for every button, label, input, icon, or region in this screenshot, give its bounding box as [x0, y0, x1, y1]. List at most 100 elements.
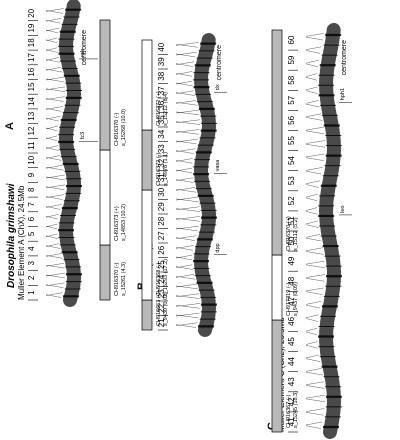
leader-line	[305, 247, 323, 251]
leader-line	[305, 314, 319, 318]
leader-line	[45, 223, 58, 228]
leader-line	[305, 36, 323, 41]
leader-line	[305, 421, 323, 426]
leader-line	[175, 73, 193, 77]
section-label: 31	[157, 173, 166, 182]
leader-line	[45, 37, 58, 42]
leader-line	[305, 251, 324, 255]
section-label: 13	[27, 111, 36, 120]
leader-line	[175, 218, 200, 222]
section-label: 53	[287, 176, 296, 185]
section-label: 48	[287, 276, 296, 285]
element-caption-a: Muller Element A (ChX), 24.5Mb	[17, 185, 26, 300]
leader-line	[175, 247, 193, 251]
chromosome-body-a	[58, 0, 82, 307]
leader-line	[305, 140, 325, 144]
leader-line	[175, 206, 200, 210]
scaffold-detail: s_9437 (0.09)	[293, 282, 299, 316]
leader-line	[305, 157, 324, 161]
section-label: 57	[287, 95, 296, 104]
leader-line	[45, 125, 58, 130]
section-label: 42	[287, 397, 296, 406]
scaffold-bar	[99, 149, 111, 246]
leader-line	[175, 187, 196, 191]
section-label: 40	[157, 42, 166, 51]
leader-line	[45, 253, 62, 257]
leader-line	[175, 111, 200, 116]
leader-line	[45, 106, 63, 110]
leader-line	[175, 92, 195, 96]
scaffold-name: CH916367 (-)	[286, 395, 292, 428]
leader-line	[45, 18, 62, 22]
section-label: 36	[157, 100, 166, 109]
section-label: 54	[287, 156, 296, 165]
leader-line	[175, 227, 198, 232]
section-label: 2	[27, 275, 36, 280]
leader-line	[175, 167, 193, 172]
gene-marker: leo	[340, 206, 346, 213]
leader-line	[45, 165, 63, 169]
section-label: 33	[157, 144, 166, 153]
leader-line	[45, 116, 61, 120]
leader-line	[305, 180, 321, 184]
section-label: 59	[287, 55, 296, 64]
section-label: 9	[27, 172, 36, 177]
section-label: 20	[27, 8, 36, 17]
leader-line	[45, 174, 65, 179]
leader-line	[45, 294, 62, 298]
leader-line	[305, 408, 325, 412]
section-label: 22	[157, 303, 166, 312]
leader-line	[45, 127, 58, 132]
leader-line	[45, 196, 63, 200]
leader-line	[305, 291, 323, 295]
leader-line	[45, 272, 66, 277]
leader-line	[305, 398, 325, 403]
leader-line	[305, 358, 321, 362]
leader-line	[305, 371, 323, 376]
leader-line	[175, 179, 194, 183]
species-title: Drosophila grimshawi	[6, 183, 17, 288]
leader-line	[175, 283, 197, 288]
scaffold-bar	[99, 244, 111, 301]
leader-line	[305, 77, 318, 81]
leader-line	[175, 71, 193, 75]
leader-line	[45, 155, 61, 159]
section-label: 46	[287, 316, 296, 325]
leader-line	[305, 224, 319, 228]
leader-line	[305, 73, 318, 77]
leader-line	[45, 206, 60, 210]
section-label: 47	[287, 296, 296, 305]
gene-marker: fz3	[80, 132, 86, 139]
leader-line	[175, 100, 197, 104]
leader-line	[305, 287, 324, 292]
leader-line	[175, 266, 194, 270]
leader-line	[305, 220, 318, 225]
leader-line	[175, 237, 195, 241]
leader-line	[305, 211, 318, 215]
centromere-label: centromere	[341, 40, 348, 76]
leader-line	[305, 385, 325, 389]
section-label: 11	[27, 141, 36, 150]
scaffold-name: CH916653 (-)	[156, 293, 162, 326]
scaffold-detail: s_15261 (4.3)	[121, 262, 127, 296]
leader-line	[305, 184, 319, 188]
section-label: 5	[27, 231, 36, 236]
section-label: 52	[287, 196, 296, 205]
leader-line	[305, 318, 318, 322]
leader-line	[175, 138, 198, 143]
leader-line	[305, 412, 324, 416]
leader-line	[175, 254, 193, 259]
section-label: 1	[27, 290, 36, 295]
leader-line	[305, 197, 318, 202]
section-label: 16	[27, 67, 36, 76]
leader-line	[305, 207, 318, 211]
scaffold-bar	[271, 29, 283, 256]
leader-line	[175, 295, 200, 299]
scaffold-name: CH916368 (-)	[156, 263, 162, 296]
leader-line	[45, 204, 62, 208]
scaffold-bar	[99, 19, 111, 151]
leader-line	[175, 169, 193, 174]
section-label: 37	[157, 86, 166, 95]
leader-line	[45, 233, 58, 238]
section-label: 29	[157, 202, 166, 211]
